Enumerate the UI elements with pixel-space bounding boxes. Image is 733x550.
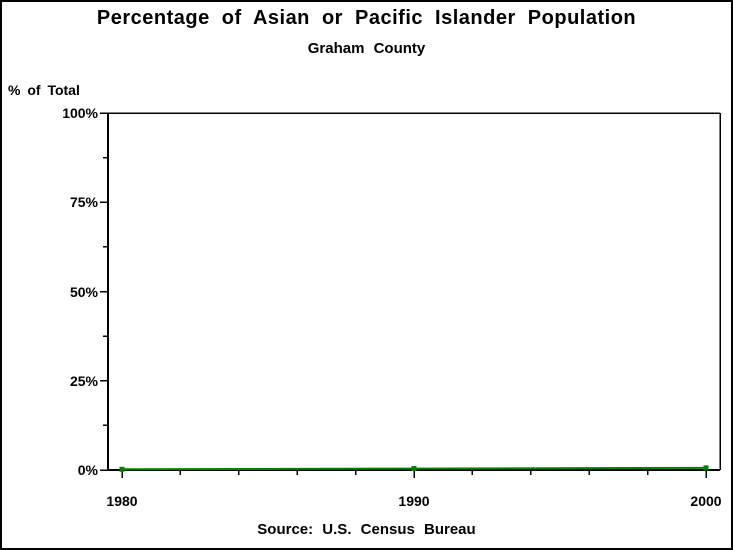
chart-title: Percentage of Asian or Pacific Islander …	[96, 7, 637, 29]
chart-subtitle: Graham County	[307, 40, 426, 57]
y-tick-label: 100%	[62, 105, 98, 121]
y-tick-label: 75%	[69, 194, 98, 211]
y-tick-label: 25%	[69, 372, 98, 389]
y-tick-label: 50%	[69, 283, 98, 300]
x-tick-label: 2000	[690, 493, 722, 509]
data-point-marker	[119, 466, 125, 472]
data-point-marker	[411, 466, 417, 472]
y-axis-label: % of Total	[8, 82, 80, 98]
source-note: Source: U.S. Census Bureau	[257, 521, 476, 538]
x-tick-label: 1990	[398, 493, 430, 509]
data-point-marker	[703, 465, 709, 471]
x-tick-label: 1980	[106, 493, 138, 509]
y-tick-label: 0%	[77, 462, 98, 478]
